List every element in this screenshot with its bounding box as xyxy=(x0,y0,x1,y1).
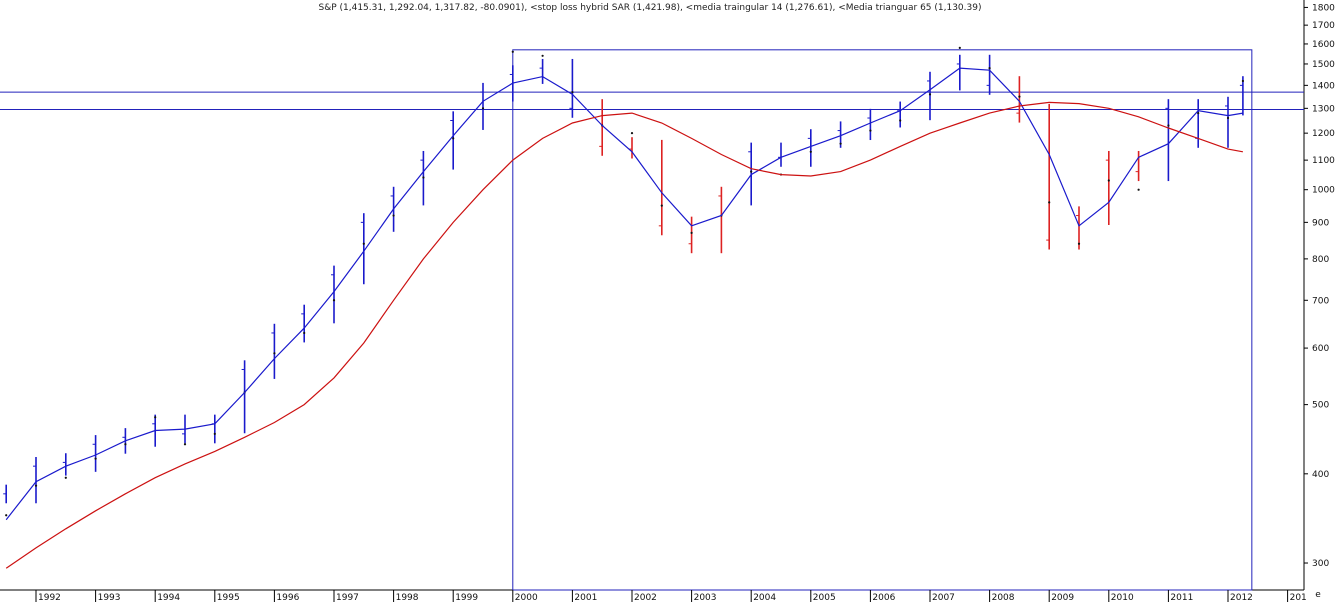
y-tick-label: 500 xyxy=(1312,401,1329,411)
sar-dot xyxy=(511,50,514,53)
sar-dot xyxy=(332,299,336,302)
highlight-box xyxy=(512,49,1253,591)
x-tick-label: 2003 xyxy=(694,593,717,602)
x-tick-label: 2005 xyxy=(813,593,836,602)
sar-dot xyxy=(273,352,276,355)
corner-label: e xyxy=(1315,590,1321,600)
y-tick-label: 1800 xyxy=(1312,3,1335,13)
x-tick-label: 1998 xyxy=(396,593,419,602)
sar-dot xyxy=(34,484,38,487)
x-tick-label: 1992 xyxy=(38,593,61,602)
x-tick-label: 1994 xyxy=(157,593,180,602)
sar-dot xyxy=(1241,79,1244,83)
sar-dot xyxy=(1018,95,1021,98)
sar-dot xyxy=(1048,201,1051,204)
sar-dot xyxy=(362,242,365,245)
plot-area xyxy=(0,46,1304,591)
sar-dot xyxy=(809,150,812,153)
sar-dot xyxy=(452,137,455,140)
sar-dot xyxy=(839,142,842,145)
x-tick-label: 1993 xyxy=(98,593,121,602)
x-tick-label: 2010 xyxy=(1111,593,1134,602)
y-tick-label: 1100 xyxy=(1312,156,1335,166)
sar-dot xyxy=(64,476,67,479)
x-tick-label: 2007 xyxy=(932,593,955,602)
sar-dot xyxy=(1137,188,1140,191)
sar-dot xyxy=(988,67,991,70)
sar-dot xyxy=(1226,116,1230,120)
x-tick-label: 2002 xyxy=(634,593,657,602)
series-line xyxy=(5,101,1244,569)
y-tick-label: 600 xyxy=(1312,344,1329,354)
sar-dot xyxy=(213,432,216,435)
x-tick-label: 2006 xyxy=(872,593,895,602)
sar-dot xyxy=(1107,179,1110,182)
sar-dot xyxy=(154,416,157,419)
sar-dot xyxy=(928,93,932,96)
x-tick-label: 1995 xyxy=(217,593,240,602)
x-tick-label: 2008 xyxy=(992,593,1015,602)
y-tick-label: 1200 xyxy=(1312,129,1335,139)
y-tick-label: 1400 xyxy=(1312,81,1335,91)
sar-dot xyxy=(94,457,97,460)
sar-dot xyxy=(5,514,8,517)
y-tick-label: 300 xyxy=(1312,559,1329,569)
chart-title: S&P (1,415.31, 1,292.04, 1,317.82, -80.0… xyxy=(318,3,981,13)
x-tick-label: 2001 xyxy=(574,593,597,602)
x-tick-label: 201 xyxy=(1290,593,1307,602)
x-tick-label: 2011 xyxy=(1170,593,1193,602)
sar-dot xyxy=(1197,112,1200,115)
sar-dot xyxy=(541,54,544,57)
sar-dot xyxy=(183,443,187,446)
x-tick-label: 2000 xyxy=(515,593,538,602)
sar-dot xyxy=(1167,124,1170,127)
y-tick-label: 800 xyxy=(1312,255,1329,265)
y-tick-label: 1700 xyxy=(1312,21,1335,31)
y-tick-label: 700 xyxy=(1312,296,1329,306)
y-tick-label: 1000 xyxy=(1312,186,1335,196)
sar-dot xyxy=(630,132,634,135)
sar-dot xyxy=(481,107,485,110)
x-axis: 1992 1993 1994 1995 1996 1997 1998 1999 2000 2001… xyxy=(35,590,1307,602)
sar-dot xyxy=(869,129,872,132)
x-tick-label: 2004 xyxy=(753,593,776,602)
sar-dot xyxy=(750,170,753,173)
sar-dot xyxy=(124,443,127,446)
series-line xyxy=(5,67,1243,521)
y-tick-label: 400 xyxy=(1312,470,1329,480)
sar-dot xyxy=(690,231,693,234)
plot-frame xyxy=(0,0,1305,591)
sar-dot xyxy=(1077,242,1081,245)
y-axis: 300 400 500 600 700 800 900 1000 1100 1200 1300 140… xyxy=(1304,3,1335,569)
sar-dot xyxy=(660,204,663,207)
y-tick-label: 1500 xyxy=(1312,60,1335,70)
sar-dot xyxy=(899,119,902,122)
sar-dot xyxy=(571,90,574,94)
sar-dot xyxy=(392,214,395,217)
y-tick-label: 900 xyxy=(1312,218,1329,228)
y-tick-label: 1300 xyxy=(1312,104,1335,114)
x-tick-label: 1997 xyxy=(336,593,359,602)
x-tick-label: 2009 xyxy=(1051,593,1074,602)
x-tick-label: 2012 xyxy=(1230,593,1253,602)
x-tick-label: 1996 xyxy=(276,593,299,602)
sar-dot xyxy=(958,46,961,49)
sar-dot xyxy=(422,176,425,179)
sar-dot xyxy=(303,331,306,335)
x-tick-label: 1999 xyxy=(455,593,478,602)
y-tick-label: 1600 xyxy=(1312,40,1335,50)
